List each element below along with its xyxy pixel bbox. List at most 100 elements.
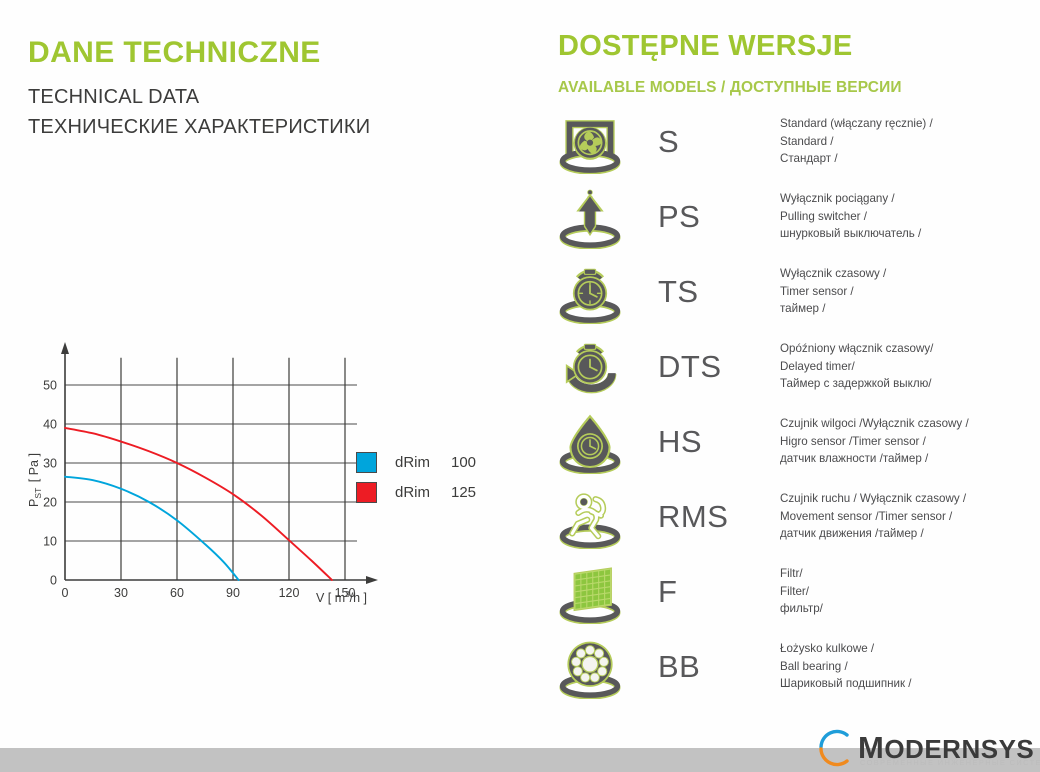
model-row-bb[interactable]: BB Łożysko kulkowe / Ball bearing / Шариков… [530, 629, 1040, 704]
model-code: PS [658, 198, 701, 234]
chart-xtick-30: 30 [114, 586, 128, 600]
model-description-pl: Filtr/ [780, 567, 803, 581]
model-description-en: Ball bearing / [780, 659, 848, 673]
model-description-ru: таймер / [780, 302, 826, 316]
page-title-pl: DANE TECHNICZNE [28, 36, 321, 69]
modernsys-logo: MODERNSYS СОВРЕМЕННЫЕ ИНЖЕНЕРНЫЕ СИСТЕМЫ [812, 726, 1040, 770]
model-description-en: Timer sensor / [780, 284, 854, 298]
model-description-en: Movement sensor /Timer sensor / [780, 509, 953, 523]
chart-legend: dRim 100 dRim 125 [356, 447, 476, 507]
model-row-rms[interactable]: RMS Czujnik ruchu / Wyłącznik czasowy / Mo… [530, 479, 1040, 554]
model-description-en: Pulling switcher / [780, 209, 867, 223]
legend-value: 100 [451, 453, 477, 471]
pull-cord-icon [530, 185, 650, 249]
chart-xtick-60: 60 [170, 586, 184, 600]
chart-ytick-40: 40 [43, 418, 57, 432]
model-code: RMS [658, 498, 729, 534]
legend-swatch-blue [356, 451, 377, 473]
model-code: TS [658, 273, 699, 309]
chart-ytick-0: 0 [50, 574, 57, 588]
page-title-en: TECHNICAL DATA [28, 86, 200, 108]
model-description-ru: датчик движения /таймер / [780, 527, 924, 541]
legend-swatch-red [356, 481, 377, 503]
model-code: F [658, 573, 678, 609]
model-description-pl: Łożysko kulkowe / [780, 642, 875, 656]
chart-ytick-20: 20 [43, 496, 57, 510]
model-row-s[interactable]: S Standard (włączany ręcznie) / Standard /… [530, 104, 1040, 179]
models-list: S Standard (włączany ręcznie) / Standard /… [530, 104, 1040, 704]
legend-value: 125 [451, 483, 477, 501]
page-title-ru: ТЕХНИЧЕСКИЕ ХАРАКТЕРИСТИКИ [28, 116, 371, 138]
stopwatch-icon [530, 260, 650, 324]
model-description-pl: Wyłącznik czasowy / [780, 267, 887, 281]
model-description-ru: Стандарт / [780, 152, 838, 166]
model-description-ru: датчик влажности /таймер / [780, 452, 929, 466]
chart-xtick-150: 150 [335, 586, 356, 600]
model-description: Czujnik wilgoci /Wyłącznik czasowy / Higr… [780, 415, 1040, 468]
chart-ytick-30: 30 [43, 457, 57, 471]
model-code: BB [658, 648, 701, 684]
chart-ytick-10: 10 [43, 535, 57, 549]
model-description: Wyłącznik pociągany / Pulling switcher / ш… [780, 190, 1040, 243]
model-description-ru: шнурковый выключатель / [780, 227, 922, 241]
model-description: Opóźniony włącznik czasowy/Delayed timer… [780, 340, 1040, 393]
model-description-en: Filter/ [780, 584, 809, 598]
available-models-panel: DOSTĘPNE WERSJE AVAILABLE MODELS / ДОСТУ… [530, 0, 1040, 772]
model-row-f[interactable]: F Filtr/Filter/фильтр/ [530, 554, 1040, 629]
legend-label: dRim [395, 453, 431, 471]
model-description-pl: Standard (włączany ręcznie) / [780, 117, 933, 131]
chart-svg: 0 10 20 30 40 50 0 30 60 90 120 150 PST [ Pa ] V [… [27, 342, 378, 605]
model-description-ru: Таймер с задержкой выклю/ [780, 377, 932, 391]
filter-mesh-icon [530, 560, 650, 624]
model-description: Standard (włączany ręcznie) / Standard / С… [780, 115, 1040, 168]
chart-xtick-0: 0 [62, 586, 69, 600]
ball-bearing-icon [530, 635, 650, 699]
model-description: Wyłącznik czasowy / Timer sensor / таймер … [780, 265, 1040, 318]
chart-y-ticklabels: 0 10 20 30 40 50 [43, 379, 57, 588]
models-title-pl: DOSTĘPNE WERSJE [558, 30, 853, 62]
stopwatch-arrow-icon [530, 335, 650, 399]
model-code: S [658, 123, 680, 159]
chart-xtick-120: 120 [279, 586, 300, 600]
technical-data-panel: DANE TECHNICZNE TECHNICAL DATA ТЕХНИЧЕСК… [20, 36, 520, 610]
logo-rest: ODERNSYS [884, 734, 1035, 764]
legend-item: dRim 125 [356, 477, 476, 507]
model-description-pl: Wyłącznik pociągany / [780, 192, 895, 206]
legend-item: dRim 100 [356, 447, 476, 477]
model-description-pl: Czujnik wilgoci /Wyłącznik czasowy / [780, 417, 969, 431]
model-row-dts[interactable]: DTS Opóźniony włącznik czasowy/Delayed ti… [530, 329, 1040, 404]
model-description-en: Standard / [780, 134, 834, 148]
model-row-ts[interactable]: TS Wyłącznik czasowy / Timer sensor / тайме… [530, 254, 1040, 329]
model-description-ru: Шариковый подшипник / [780, 677, 912, 691]
humidity-drop-clock-icon [530, 410, 650, 474]
svg-text:V [ m3/h ]: V [ m3/h ] [316, 590, 367, 605]
performance-chart: 0 10 20 30 40 50 0 30 60 90 120 150 PST [ Pa ] V [… [20, 330, 520, 610]
logo-wordmark: MODERNSYS [858, 730, 1034, 766]
logo-tagline: СОВРЕМЕННЫЕ ИНЖЕНЕРНЫЕ СИСТЕМЫ [860, 758, 1040, 767]
model-code: HS [658, 423, 703, 459]
model-row-hs[interactable]: HS Czujnik wilgoci /Wyłącznik czasowy / Hi… [530, 404, 1040, 479]
chart-gridlines [65, 357, 357, 580]
model-description-pl: Opóźniony włącznik czasowy/ [780, 342, 934, 356]
footer-bar [0, 748, 1040, 772]
models-title-sub: AVAILABLE MODELS / ДОСТУПНЫЕ ВЕРСИИ [558, 79, 902, 96]
chart-x-axis-title: V [ m3/h ] [316, 590, 367, 605]
chart-x-ticklabels: 0 30 60 90 120 150 [62, 586, 356, 600]
legend-label: dRim [395, 483, 431, 501]
chart-series-100 [64, 475, 240, 581]
chart-axes [61, 342, 378, 584]
model-description-en: Delayed timer/ [780, 359, 855, 373]
model-description: Łożysko kulkowe / Ball bearing / Шариковый… [780, 640, 1040, 693]
svg-text:PST [ Pa ]: PST [ Pa ] [27, 453, 43, 507]
chart-y-axis-title: PST [ Pa ] [27, 453, 43, 507]
model-description-en: Higro sensor /Timer sensor / [780, 434, 926, 448]
logo-cap: M [858, 730, 885, 765]
logo-arc-icon [819, 729, 849, 767]
model-description-ru: фильтр/ [780, 602, 823, 616]
chart-xtick-90: 90 [226, 586, 240, 600]
model-row-ps[interactable]: PS Wyłącznik pociągany / Pulling switcher … [530, 179, 1040, 254]
model-description: Czujnik ruchu / Wyłącznik czasowy / Movem… [780, 490, 1040, 543]
fan-in-frame-icon [530, 110, 650, 174]
motion-runner-icon [530, 485, 650, 549]
